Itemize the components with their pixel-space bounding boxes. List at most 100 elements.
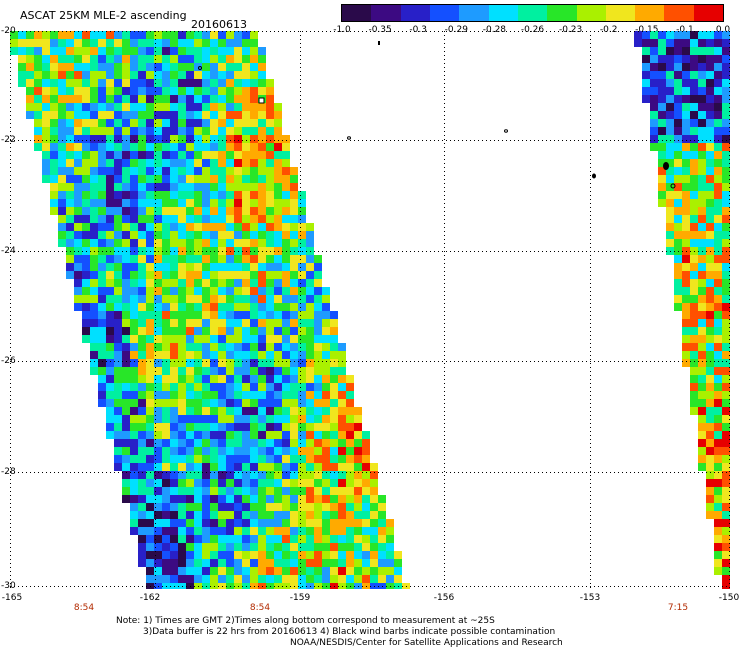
data-pixel <box>314 503 322 511</box>
data-pixel <box>722 575 730 583</box>
data-pixel <box>306 231 314 239</box>
data-pixel <box>82 47 90 55</box>
data-pixel <box>74 135 82 143</box>
data-pixel <box>34 87 42 95</box>
data-pixel <box>706 119 714 127</box>
data-pixel <box>698 207 706 215</box>
data-pixel <box>242 311 250 319</box>
data-pixel <box>362 495 370 503</box>
data-pixel <box>658 119 666 127</box>
data-pixel <box>266 479 274 487</box>
data-pixel <box>338 551 346 559</box>
data-pixel <box>74 279 82 287</box>
data-pixel <box>58 31 66 39</box>
data-pixel <box>98 143 106 151</box>
data-pixel <box>138 359 146 367</box>
data-pixel <box>50 47 58 55</box>
data-pixel <box>138 375 146 383</box>
data-pixel <box>178 383 186 391</box>
data-pixel <box>226 431 234 439</box>
data-pixel <box>146 71 154 79</box>
data-pixel <box>186 303 194 311</box>
data-pixel <box>162 63 170 71</box>
data-pixel <box>706 447 714 455</box>
data-pixel <box>314 263 322 271</box>
data-pixel <box>690 271 698 279</box>
data-pixel <box>210 535 218 543</box>
data-pixel <box>178 415 186 423</box>
data-pixel <box>690 231 698 239</box>
data-pixel <box>282 351 290 359</box>
data-pixel <box>226 191 234 199</box>
data-pixel <box>146 415 154 423</box>
data-pixel <box>162 447 170 455</box>
data-pixel <box>234 191 242 199</box>
data-pixel <box>722 47 730 55</box>
data-pixel <box>202 559 210 567</box>
island-outlines <box>198 41 676 189</box>
data-pixel <box>162 335 170 343</box>
data-pixel <box>714 543 722 551</box>
data-pixel <box>106 167 114 175</box>
data-pixel <box>722 479 730 487</box>
data-pixel <box>250 543 258 551</box>
cb-label: -0.2 <box>599 25 618 35</box>
color-scale-segment <box>488 5 518 21</box>
data-pixel <box>330 527 338 535</box>
data-pixel <box>314 359 322 367</box>
data-pixel <box>202 295 210 303</box>
data-pixel <box>314 471 322 479</box>
data-pixel <box>98 87 106 95</box>
data-pixel <box>138 231 146 239</box>
data-pixel <box>122 287 130 295</box>
data-pixel <box>186 463 194 471</box>
data-pixel <box>90 279 98 287</box>
data-pixel <box>314 375 322 383</box>
data-pixel <box>306 303 314 311</box>
data-pixel <box>202 343 210 351</box>
data-pixel <box>114 71 122 79</box>
data-pixel <box>234 63 242 71</box>
lon-label: -165 <box>1 593 23 603</box>
data-pixel <box>178 63 186 71</box>
data-pixel <box>170 31 178 39</box>
data-pixel <box>82 319 90 327</box>
color-scale-segment <box>371 5 401 21</box>
data-pixel <box>242 495 250 503</box>
data-pixel <box>250 455 258 463</box>
data-pixel <box>674 175 682 183</box>
data-pixel <box>282 151 290 159</box>
data-pixel <box>162 343 170 351</box>
data-pixel <box>194 271 202 279</box>
data-pixel <box>250 87 258 95</box>
data-pixel <box>250 31 258 39</box>
data-pixel <box>274 511 282 519</box>
data-pixel <box>202 279 210 287</box>
data-pixel <box>706 55 714 63</box>
data-pixel <box>258 407 266 415</box>
data-pixel <box>98 71 106 79</box>
product-title: ASCAT 25KM MLE-2 ascending <box>20 9 187 22</box>
data-pixel <box>250 447 258 455</box>
data-pixel <box>242 559 250 567</box>
data-pixel <box>42 71 50 79</box>
data-pixel <box>106 55 114 63</box>
data-pixel <box>314 415 322 423</box>
data-pixel <box>362 479 370 487</box>
data-pixel <box>274 207 282 215</box>
data-pixel <box>290 495 298 503</box>
data-pixel <box>266 575 274 583</box>
data-pixel <box>306 447 314 455</box>
data-pixel <box>258 335 266 343</box>
data-pixel <box>178 575 186 583</box>
data-pixel <box>170 487 178 495</box>
data-pixel <box>354 575 362 583</box>
data-pixel <box>666 199 674 207</box>
data-pixel <box>714 175 722 183</box>
data-pixel <box>138 191 146 199</box>
color-scale-segment <box>635 5 665 21</box>
data-pixel <box>706 127 714 135</box>
data-pixel <box>178 127 186 135</box>
data-pixel <box>98 111 106 119</box>
data-pixel <box>674 223 682 231</box>
